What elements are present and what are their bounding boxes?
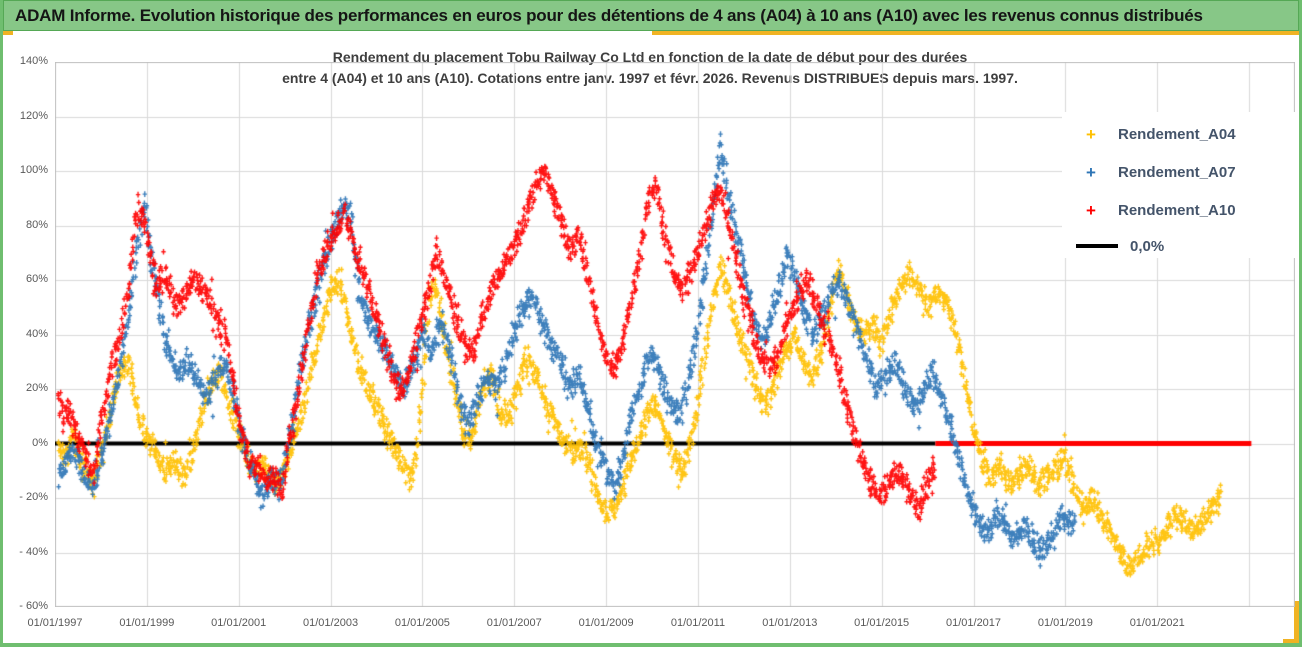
- legend-label: Rendement_A10: [1118, 201, 1236, 219]
- chart-selection-border-right: [1294, 601, 1299, 643]
- page-border-right: [1299, 0, 1302, 647]
- x-tick-label: 01/01/2007: [486, 617, 542, 629]
- y-tick-label: 40%: [25, 327, 48, 340]
- legend-item-a04[interactable]: + Rendement_A04: [1076, 122, 1236, 146]
- x-tick-label: 01/01/1997: [27, 617, 83, 629]
- x-tick-label: 01/01/2013: [762, 617, 818, 629]
- y-tick-label: - 60%: [19, 600, 48, 612]
- plus-marker-icon: +: [1086, 162, 1096, 182]
- y-tick-label: 80%: [25, 218, 48, 231]
- zero-line-icon: [1076, 244, 1118, 248]
- plus-marker-icon: +: [1086, 200, 1096, 220]
- y-tick-label: 100%: [19, 164, 48, 176]
- x-tick-label: 01/01/2011: [670, 617, 726, 629]
- legend-item-a07[interactable]: + Rendement_A07: [1076, 160, 1236, 184]
- legend-item-a10[interactable]: + Rendement_A10: [1076, 198, 1236, 222]
- y-tick-label: 0%: [32, 436, 48, 449]
- chart-title-line1: Rendement du placement Tobu Railway Co L…: [332, 49, 968, 65]
- x-tick-label: 01/01/2005: [394, 617, 450, 629]
- x-tick-label: 01/01/2019: [1037, 617, 1093, 629]
- page-header-bar: ADAM Informe. Evolution historique des p…: [3, 0, 1299, 31]
- chart-selection-border-corner[interactable]: [1283, 639, 1299, 644]
- legend-label: 0,0%: [1130, 237, 1165, 255]
- page-border-left: [0, 0, 3, 647]
- legend-item-zero-line[interactable]: 0,0%: [1076, 234, 1164, 258]
- y-tick-label: 140%: [19, 55, 48, 67]
- x-tick-label: 01/01/2015: [854, 617, 910, 629]
- y-tick-label: 120%: [19, 109, 48, 122]
- x-tick-label: 01/01/1999: [119, 617, 175, 629]
- x-tick-label: 01/01/2001: [211, 617, 267, 629]
- legend-label: Rendement_A04: [1118, 125, 1236, 143]
- chart-selection-border-top-right: [652, 31, 1299, 35]
- y-tick-label: - 40%: [19, 545, 48, 558]
- y-tick-label: - 20%: [19, 491, 48, 503]
- y-tick-label: 60%: [25, 273, 48, 285]
- x-tick-label: 01/01/2017: [945, 617, 1002, 629]
- chart-selection-border-top-left: [3, 31, 13, 35]
- page-title: ADAM Informe. Evolution historique des p…: [15, 5, 1203, 25]
- page-border-bottom: [0, 643, 1302, 647]
- y-tick-label: 20%: [25, 382, 48, 394]
- chart-legend: + Rendement_A04 + Rendement_A07 + Rendem…: [1062, 112, 1296, 258]
- x-tick-label: 01/01/2003: [303, 617, 359, 629]
- plus-marker-icon: +: [1086, 124, 1096, 144]
- x-tick-label: 01/01/2009: [578, 617, 634, 629]
- legend-label: Rendement_A07: [1118, 163, 1236, 181]
- x-tick-label: 01/01/2021: [1129, 617, 1185, 629]
